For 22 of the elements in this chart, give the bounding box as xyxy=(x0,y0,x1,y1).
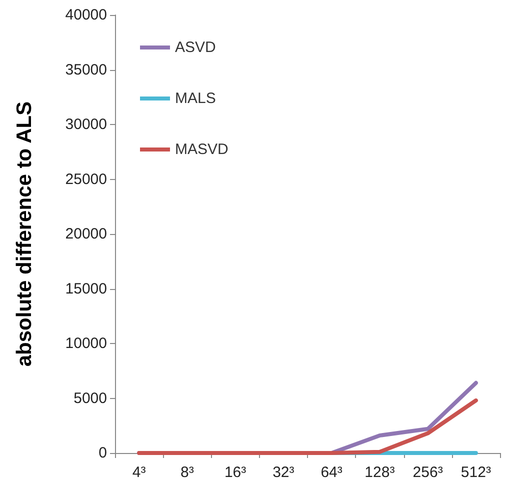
x-tick-label: 32³ xyxy=(272,464,294,481)
x-tick-label: 4³ xyxy=(132,464,146,481)
y-tick-label: 0 xyxy=(98,444,107,462)
x-tick-label: 64³ xyxy=(320,464,342,481)
x-tick-label: 256³ xyxy=(412,464,443,481)
legend-label: ASVD xyxy=(175,39,216,56)
x-tick-label: 8³ xyxy=(180,464,194,481)
line-series xyxy=(137,398,478,455)
x-tick-label: 128³ xyxy=(364,464,395,481)
y-tick-label: 15000 xyxy=(65,280,107,298)
legend-label: MASVD xyxy=(175,141,229,158)
legend-label: MALS xyxy=(175,90,216,107)
x-tick-label: 512³ xyxy=(460,464,491,481)
y-tick-label: 35000 xyxy=(65,61,107,78)
x-tick-label: 16³ xyxy=(224,464,246,481)
y-tick-label: 40000 xyxy=(65,6,107,24)
y-tick-label: 30000 xyxy=(65,116,107,133)
y-tick-label: 10000 xyxy=(65,335,107,352)
y-tick-label: 5000 xyxy=(74,390,107,407)
y-tick-label: 25000 xyxy=(65,170,107,188)
y-tick-label: 20000 xyxy=(65,226,107,242)
y-axis-title: absolute difference to ALS xyxy=(13,101,36,367)
